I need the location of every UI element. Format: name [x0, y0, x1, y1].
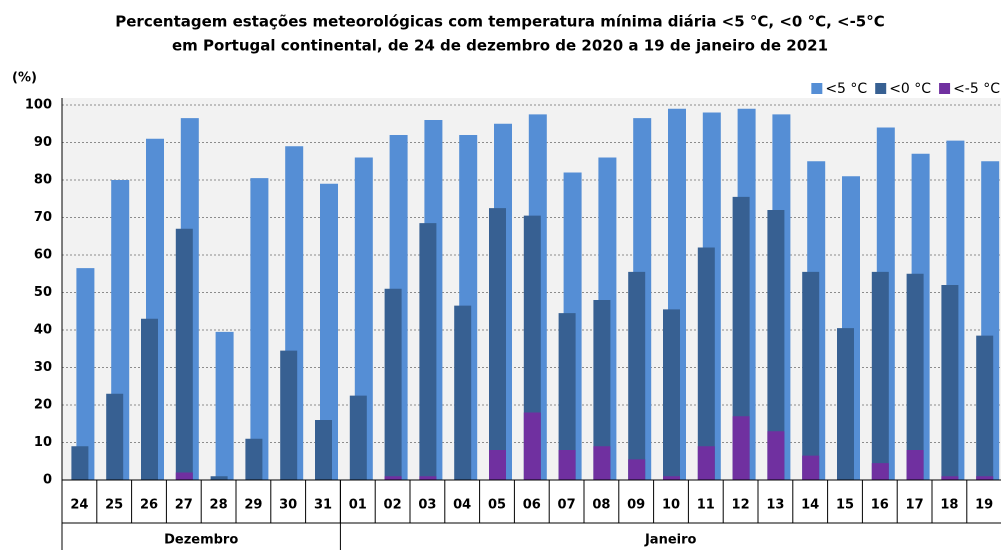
y-tick-label: 100 [25, 98, 52, 113]
bar [906, 273, 924, 480]
x-tick-label: 01 [349, 498, 367, 513]
x-tick-label: 02 [384, 498, 402, 513]
bar [384, 476, 402, 480]
x-tick-label: 11 [697, 498, 715, 513]
bar [245, 438, 263, 480]
x-tick-label: 10 [662, 498, 680, 513]
bar [906, 450, 924, 480]
legend-swatch [811, 83, 823, 94]
bar [976, 335, 994, 480]
bar [106, 393, 124, 480]
y-tick-label: 30 [34, 360, 52, 375]
x-tick-label: 27 [175, 498, 193, 513]
bar [732, 196, 750, 480]
group-label: Dezembro [164, 533, 238, 548]
x-tick-label: 28 [210, 498, 228, 513]
bar [663, 476, 680, 480]
bar [419, 476, 437, 480]
y-tick-label: 60 [34, 248, 52, 263]
x-tick-label: 26 [140, 498, 158, 513]
x-tick-label: 03 [418, 498, 436, 513]
x-tick-label: 15 [836, 498, 854, 513]
x-tick-label: 14 [801, 498, 819, 513]
x-tick-label: 24 [70, 498, 88, 513]
legend-swatch [875, 83, 887, 94]
x-tick-label: 25 [105, 498, 123, 513]
y-tick-label: 70 [34, 210, 52, 225]
bar [454, 305, 472, 480]
x-tick-label: 07 [558, 498, 576, 513]
bar [419, 223, 437, 480]
chart-title: em Portugal continental, de 24 de dezemb… [172, 37, 828, 55]
bar [941, 476, 959, 480]
bar [141, 318, 158, 480]
legend-label: <5 °C [825, 81, 867, 97]
x-tick-label: 12 [732, 498, 750, 513]
bar [976, 476, 994, 480]
x-tick-label: 19 [975, 498, 993, 513]
bar [871, 463, 889, 480]
bar [593, 300, 611, 480]
bar [941, 285, 959, 480]
y-tick-label: 20 [34, 398, 52, 413]
x-tick-label: 05 [488, 498, 506, 513]
bar [384, 288, 402, 480]
y-axis-label: (%) [12, 71, 37, 86]
legend-label: <-5 °C [953, 81, 1000, 97]
bar [280, 350, 298, 480]
x-tick-label: 30 [279, 498, 297, 513]
bar [523, 412, 541, 480]
bar [697, 247, 715, 480]
bar [210, 476, 228, 480]
bar [593, 446, 611, 480]
bar [315, 420, 332, 480]
bar [628, 459, 646, 480]
bar [76, 268, 95, 480]
legend-swatch [939, 83, 951, 94]
x-tick-label: 29 [244, 498, 262, 513]
x-tick-label: 13 [766, 498, 784, 513]
bar [320, 183, 338, 480]
y-tick-label: 80 [34, 173, 52, 188]
bar [767, 210, 785, 480]
bar [489, 450, 506, 480]
group-label: Janeiro [644, 533, 697, 548]
chart-title: Percentagem estações meteorológicas com … [115, 13, 884, 31]
bar [215, 331, 234, 480]
bar [767, 431, 785, 480]
y-tick-label: 10 [34, 435, 52, 450]
bar [732, 416, 750, 480]
x-tick-label: 16 [871, 498, 889, 513]
bar [71, 446, 89, 480]
bar [558, 313, 576, 480]
legend-label: <0 °C [889, 81, 931, 97]
bar [802, 271, 820, 480]
x-tick-label: 17 [906, 498, 924, 513]
bar [175, 228, 193, 480]
bar [349, 395, 367, 480]
bar [837, 328, 854, 480]
bar [175, 472, 193, 480]
bar [489, 208, 506, 480]
y-tick-label: 90 [34, 135, 52, 150]
y-tick-label: 0 [43, 473, 52, 488]
bar [558, 450, 576, 480]
x-tick-label: 09 [627, 498, 645, 513]
bar [628, 271, 646, 480]
y-tick-label: 40 [34, 323, 52, 338]
bar [802, 455, 820, 480]
bar [250, 178, 269, 480]
x-tick-label: 31 [314, 498, 332, 513]
x-tick-label: 06 [523, 498, 541, 513]
bar [871, 271, 889, 480]
x-tick-label: 18 [940, 498, 958, 513]
x-tick-label: 08 [592, 498, 610, 513]
bar [663, 309, 680, 480]
bar [697, 446, 715, 480]
y-tick-label: 50 [34, 285, 52, 300]
x-tick-label: 04 [453, 498, 471, 513]
